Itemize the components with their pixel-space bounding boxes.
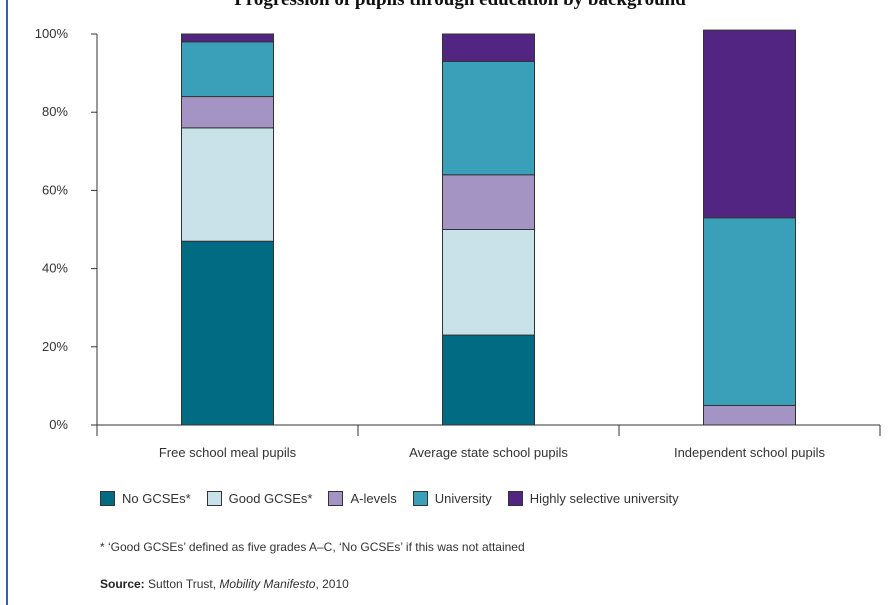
legend-swatch [508,491,523,506]
source-publisher: Sutton Trust, [148,577,216,591]
legend-item: No GCSEs* [100,491,191,506]
bar-segment [443,34,535,61]
bar-segment [443,335,535,425]
bar-segment [443,175,535,230]
x-category-label: Free school meal pupils [159,445,297,460]
legend-item: A-levels [328,491,396,506]
legend-label: Good GCSEs* [229,491,313,506]
footnote: * ‘Good GCSEs’ defined as five grades A–… [100,540,525,554]
legend-item: University [413,491,492,506]
bar-segment [182,42,274,97]
y-tick-label: 0% [49,417,68,432]
y-tick-label: 60% [42,182,68,197]
legend-swatch [207,491,222,506]
legend-label: A-levels [350,491,396,506]
bar-segment [182,34,274,42]
legend-label: Highly selective university [530,491,679,506]
legend-swatch [413,491,428,506]
y-tick-label: 40% [42,261,68,276]
bar-segment [182,128,274,241]
x-category-label: Average state school pupils [409,445,568,460]
y-tick-label: 80% [42,104,68,119]
bar-segment [182,241,274,425]
legend: No GCSEs* Good GCSEs* A-levels University Hi… [100,491,695,506]
bar-segment [443,230,535,336]
bar-segment [704,218,796,406]
bar-segment [443,61,535,174]
y-tick-label: 100% [35,26,69,41]
bar-segment [704,30,796,218]
legend-item: Good GCSEs* [207,491,313,506]
bars [182,30,796,425]
y-tick-label: 20% [42,339,68,354]
legend-item: Highly selective university [508,491,679,506]
x-axis: Free school meal pupils Average state sch… [97,425,880,460]
legend-swatch [328,491,343,506]
source-label: Source: [100,577,145,591]
legend-swatch [100,491,115,506]
source-note: Source: Sutton Trust, Mobility Manifesto… [100,577,349,591]
source-year: , 2010 [315,577,348,591]
legend-label: No GCSEs* [122,491,191,506]
legend-label: University [435,491,492,506]
x-category-label: Independent school pupils [674,445,826,460]
source-title: Mobility Manifesto [219,577,315,591]
bar-segment [704,405,796,425]
bar-segment [182,97,274,128]
y-axis: 0% 20% 40% 60% 80% 100% [35,26,97,432]
